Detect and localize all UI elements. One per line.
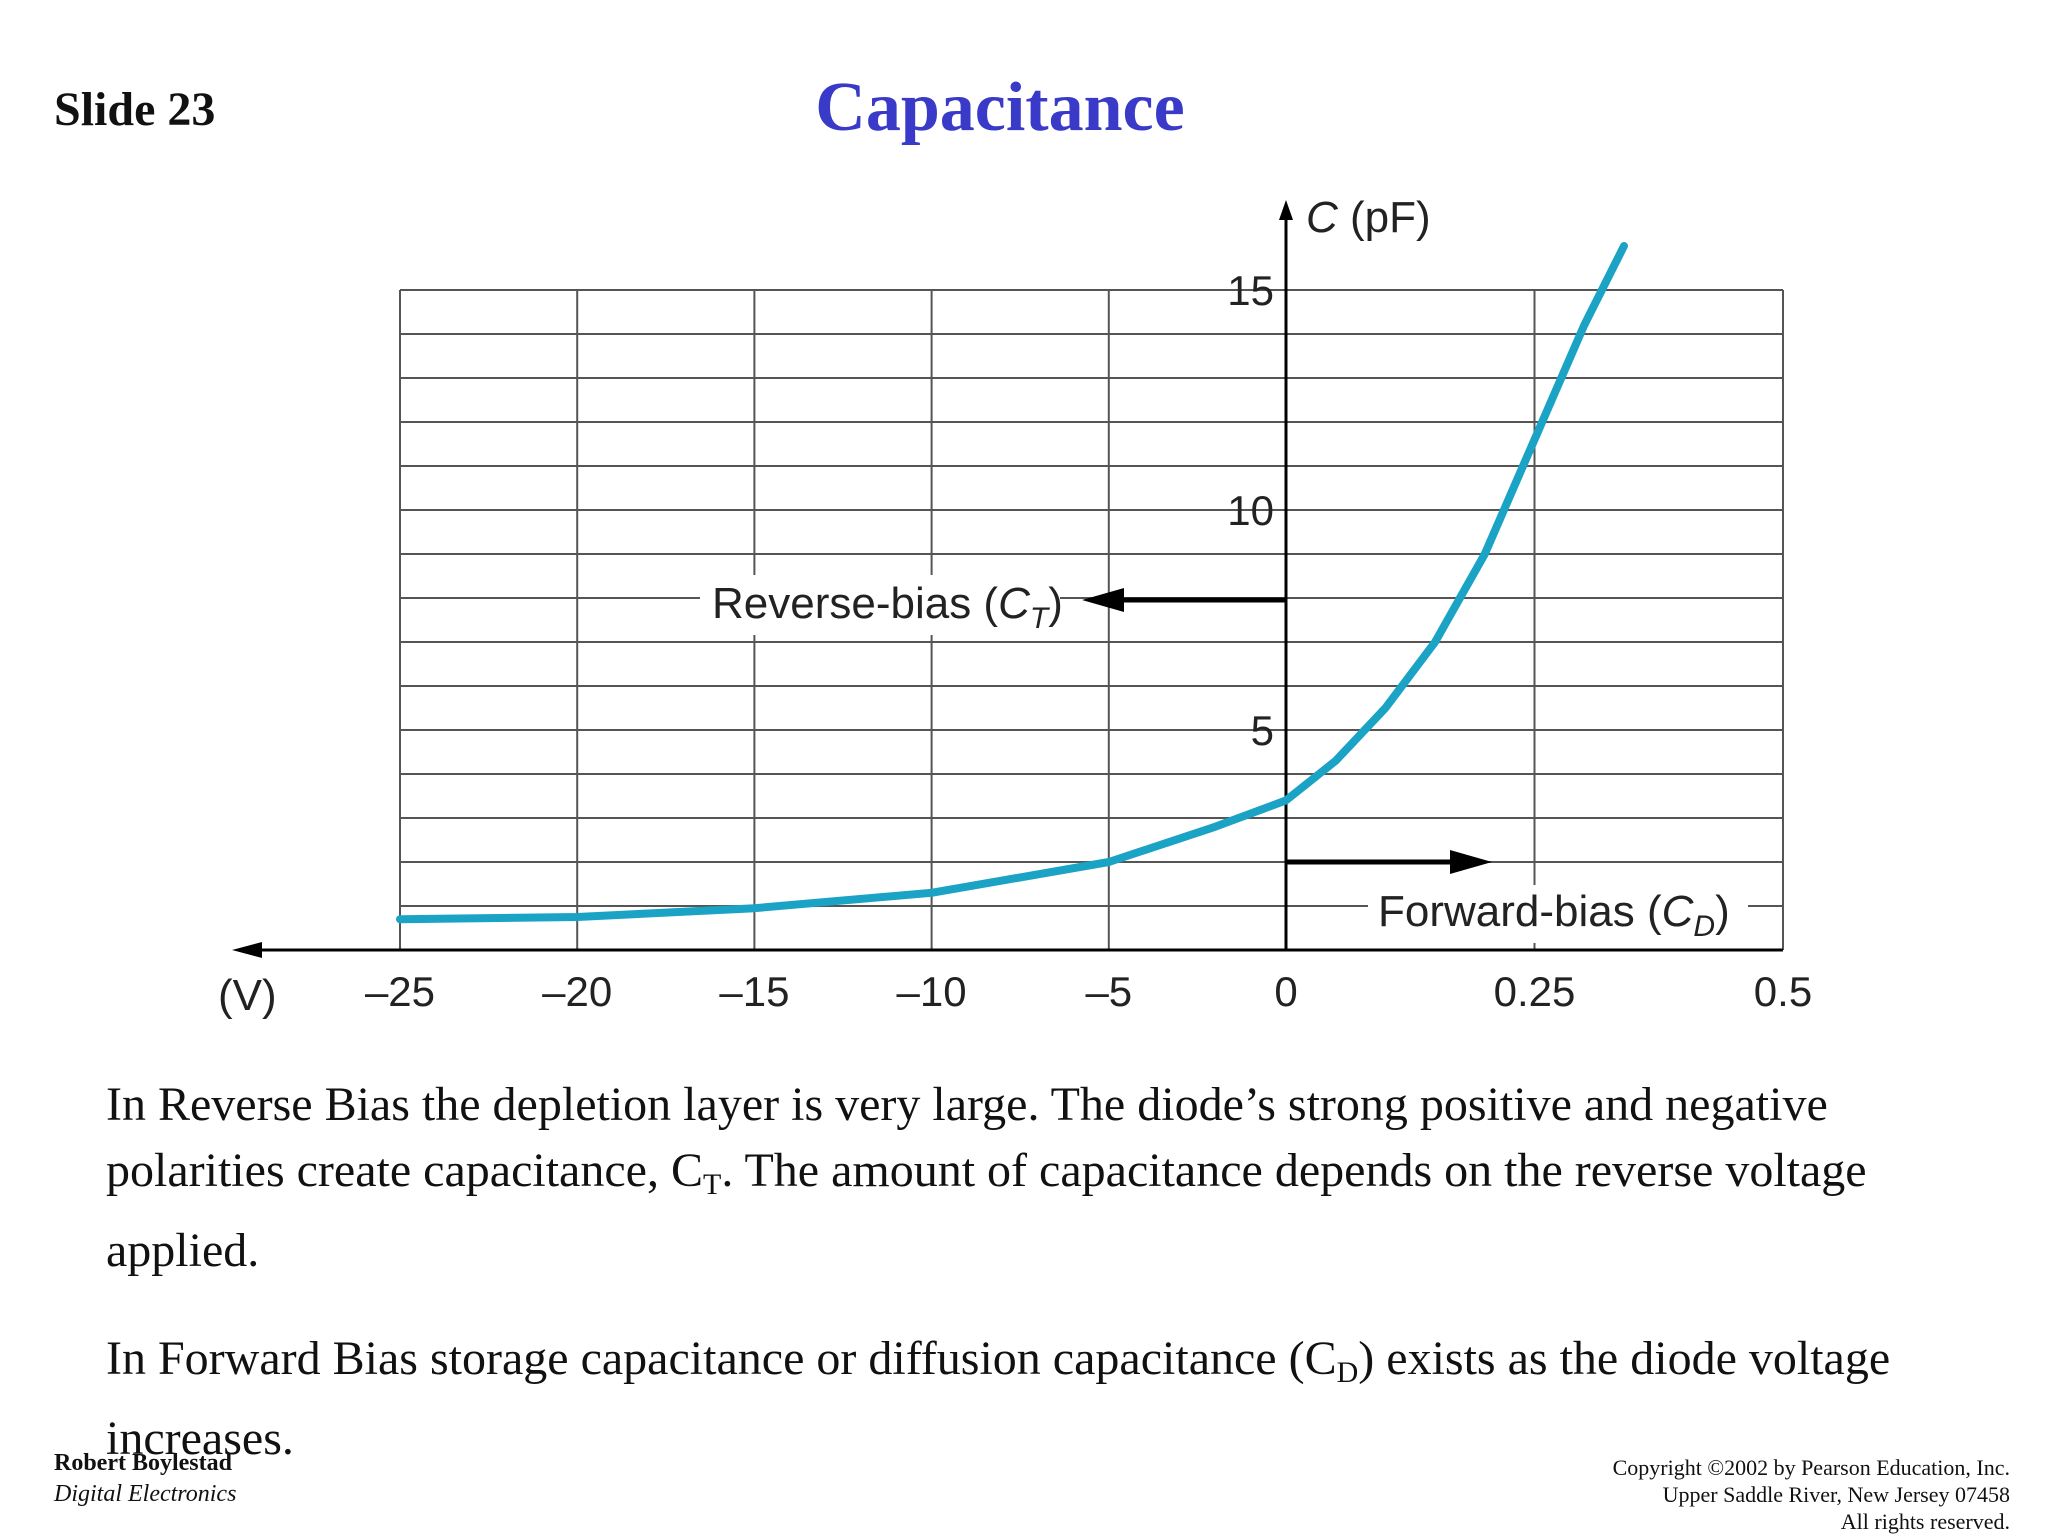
x-tick-label: –20: [542, 968, 612, 1015]
copyright-line-2: Upper Saddle River, New Jersey 07458: [1662, 1482, 2010, 1507]
y-axis-label: C (pF): [1306, 193, 1431, 242]
x-tick-label: 0.5: [1754, 968, 1812, 1015]
x-tick-label: –10: [897, 968, 967, 1015]
author-block: Robert Boylestad Digital Electronics: [54, 1448, 236, 1510]
copyright-block: Copyright ©2002 by Pearson Education, In…: [1613, 1454, 2010, 1535]
slide-number: Slide 23: [54, 83, 216, 136]
chart-ticks: –25 –20 –15 –10 –5 0 0.25 0.5 5 10 15: [365, 267, 1812, 1015]
x-axis-arrowhead: [232, 942, 262, 958]
x-tick-label: 0.25: [1494, 968, 1576, 1015]
slide-title: Capacitance: [815, 69, 1185, 146]
x-tick-label: –25: [365, 968, 435, 1015]
chart-curve: [396, 189, 1664, 924]
chart-axes: C (pF) (V): [218, 193, 1783, 1020]
reverse-bias-label-bg: [700, 575, 1060, 635]
forward-bias-arrowhead: [1450, 850, 1492, 874]
y-axis-arrowhead: [1279, 200, 1293, 220]
y-tick-label: 15: [1227, 267, 1274, 314]
forward-bias-paragraph: In Forward Bias storage capacitance or d…: [106, 1332, 1891, 1465]
copyright-line-3: All rights reserved.: [1840, 1509, 2010, 1534]
author-name: Robert Boylestad: [54, 1450, 232, 1476]
y-tick-label: 10: [1227, 487, 1274, 534]
x-tick-label: –5: [1085, 968, 1132, 1015]
x-axis-label: (V): [218, 971, 277, 1020]
capacitance-chart: C (pF) (V) –25 –20 –15 –10 –5 0 0.25 0.5 5 10 15 Re…: [218, 189, 1812, 1020]
copyright-line-1: Copyright ©2002 by Pearson Education, In…: [1612, 1455, 2010, 1480]
book-title: Digital Electronics: [54, 1481, 237, 1507]
reverse-bias-label: Reverse-bias (CT): [712, 579, 1063, 635]
capacitance-curve-dashed: [1624, 189, 1664, 246]
chart-annotations: Reverse-bias (CT) Forward-bias (CD): [700, 575, 1748, 943]
reverse-bias-paragraph: In Reverse Bias the depletion layer is v…: [106, 1078, 1867, 1277]
x-tick-label: –15: [719, 968, 789, 1015]
x-tick-label: 0: [1274, 968, 1297, 1015]
forward-bias-label: Forward-bias (CD): [1378, 887, 1730, 943]
forward-bias-label-bg: [1368, 885, 1748, 943]
chart-grid: [399, 289, 1784, 951]
reverse-bias-arrowhead: [1082, 588, 1124, 612]
y-tick-label: 5: [1251, 707, 1274, 754]
capacitance-curve-solid: [396, 242, 1628, 924]
